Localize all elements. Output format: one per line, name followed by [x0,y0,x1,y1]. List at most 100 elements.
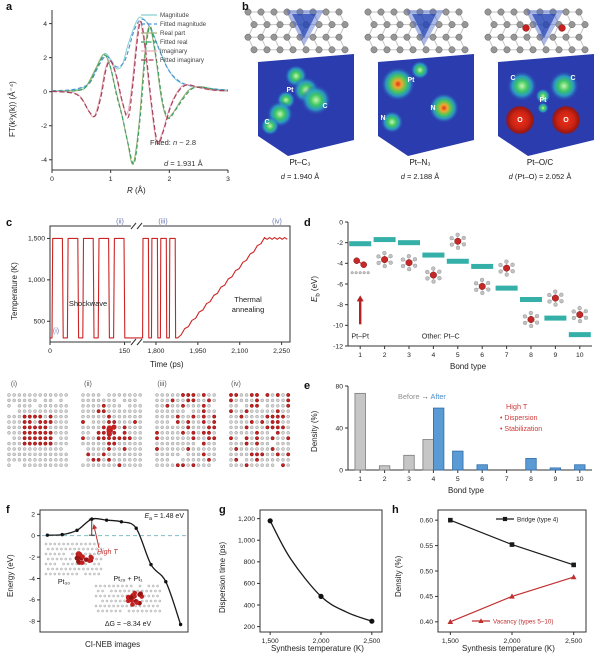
svg-text:-4: -4 [337,261,343,268]
g-y-axis-label: Dispersion time (ps) [218,541,227,613]
b-caption-ptc3: Pt–C₃ [289,158,311,167]
e-y-axis-label: Density (%) [310,410,319,452]
svg-text:1: 1 [358,476,362,483]
temperature-curve [50,236,288,339]
svg-text:5: 5 [456,476,460,483]
panel-g-dispersion-chart: 200 400 600 800 1,000 1,200 1,500 2,000 2,500 [238,509,383,645]
exafs-curves [52,16,228,165]
svg-text:High T: High T [97,549,118,556]
c-y-axis-label: Temperature (K) [10,262,19,320]
svg-text:(ii): (ii) [116,219,124,226]
svg-text:Pt: Pt [408,77,416,84]
svg-text:0.45: 0.45 [420,594,433,601]
panel-c-snapshots: (i) (ii) (iii) (iv) [7,381,291,468]
svg-text:800: 800 [244,559,256,566]
a-fit-pre: Fitted: [150,138,173,147]
svg-text:1,200: 1,200 [238,516,255,523]
svg-text:3: 3 [407,352,411,359]
svg-text:4: 4 [43,21,47,28]
svg-text:N: N [430,105,435,112]
svg-text:Fitted real: Fitted real [160,39,188,46]
d-x-axis-label: Bond type [450,362,487,371]
h-y-axis-label: Density (%) [394,555,403,597]
a-fit-n: n [172,138,178,147]
svg-text:2: 2 [167,176,171,183]
snapshot-3: (iii) [155,381,217,468]
d-y-rest: (eV) [310,275,319,294]
svg-text:1,950: 1,950 [189,348,206,355]
svg-text:Pt–Pt: Pt–Pt [351,332,369,341]
svg-text:2: 2 [31,512,35,519]
svg-text:0.50: 0.50 [420,568,433,575]
svg-text:10: 10 [576,476,584,483]
svg-text:(i): (i) [53,328,59,335]
a-fit-line1: Fitted: n ~ 2.8 [150,132,203,153]
svg-text:9: 9 [554,352,558,359]
svg-text:10: 10 [576,352,584,359]
b-distance-ptc3: d = 1.940 Å [240,172,360,181]
svg-text:0.55: 0.55 [420,543,433,550]
series-vacancy [447,574,577,625]
h-legend: Bridge (type 4) Vacancy (types 5–10) [472,516,558,625]
b-distance-ptoc: d (Pt–O) = 2.052 Å [480,172,600,181]
svg-text:8: 8 [529,352,533,359]
b-caption-ptoc: Pt–O/C [526,158,554,167]
svg-text:Pt₃₀: Pt₃₀ [58,579,70,586]
oxygen-atom [558,24,566,32]
panel-label-b: b [242,1,249,13]
svg-text:C: C [264,119,269,126]
svg-text:500: 500 [34,319,46,326]
svg-text:Bridge (type 4): Bridge (type 4) [517,516,558,523]
svg-text:2: 2 [383,476,387,483]
svg-text:2,100: 2,100 [231,348,248,355]
svg-text:Pt: Pt [287,87,295,94]
svg-text:3: 3 [226,176,230,183]
svg-text:4: 4 [432,352,436,359]
svg-text:6: 6 [480,476,484,483]
svg-text:200: 200 [244,624,256,631]
svg-text:0.40: 0.40 [420,619,433,626]
svg-text:0: 0 [31,533,35,540]
svg-text:5: 5 [456,352,460,359]
svg-text:0: 0 [339,219,343,226]
svg-text:(iii): (iii) [158,219,167,226]
svg-text:8: 8 [529,476,533,483]
svg-text:• Stabilization: • Stabilization [500,426,542,433]
svg-text:Magnitude: Magnitude [160,12,189,19]
svg-text:High T: High T [506,402,528,411]
panel-d-bond-energy-chart: 0 -2 -4 -6 -8 -10 -12 1 2 3 4 5 6 7 8 9 10 Pt–Pt Other: Pt… [333,219,592,359]
svg-text:(iv): (iv) [231,381,241,388]
svg-text:0: 0 [48,348,52,355]
activation-energy-label: Ea = 1.48 eV [144,513,184,522]
a-fit-annotation: Fitted: n ~ 2.8 d = 1.931 Å [150,132,203,174]
svg-text:1,500: 1,500 [442,638,459,645]
svg-text:(iii): (iii) [157,381,166,388]
svg-text:Fitted imaginary: Fitted imaginary [160,57,205,64]
b-d2: d [508,172,513,181]
svg-text:-6: -6 [337,281,343,288]
svg-text:Pt: Pt [540,97,548,104]
svg-text:400: 400 [244,602,256,609]
panel-b-subpanel-ptn3: Pt N N [364,8,474,156]
bond-energy-levels [349,232,591,338]
graphene-model [364,8,469,54]
svg-text:Fitted magnitude: Fitted magnitude [160,21,207,28]
svg-text:1,500: 1,500 [262,638,279,645]
svg-text:6: 6 [480,352,484,359]
c-x-axis-label: Time (ps) [150,360,184,369]
panel-b-subpanel-ptoc: C C Pt O O [484,8,594,156]
svg-text:Other: Pt–C: Other: Pt–C [422,332,460,341]
panel-label-e: e [304,380,311,392]
svg-text:7: 7 [505,352,509,359]
svg-text:2,000: 2,000 [312,638,329,645]
svg-text:40: 40 [335,425,343,432]
b-d0-rest: = 1.940 Å [284,172,320,181]
oxygen-atom [522,24,530,32]
snapshot-4: (iv) [229,381,291,468]
svg-text:2,000: 2,000 [503,638,520,645]
svg-text:(i): (i) [11,381,17,388]
b-d1: d [400,172,405,181]
svg-text:C: C [510,75,515,82]
series-bridge [448,517,576,568]
svg-text:-10: -10 [333,323,343,330]
